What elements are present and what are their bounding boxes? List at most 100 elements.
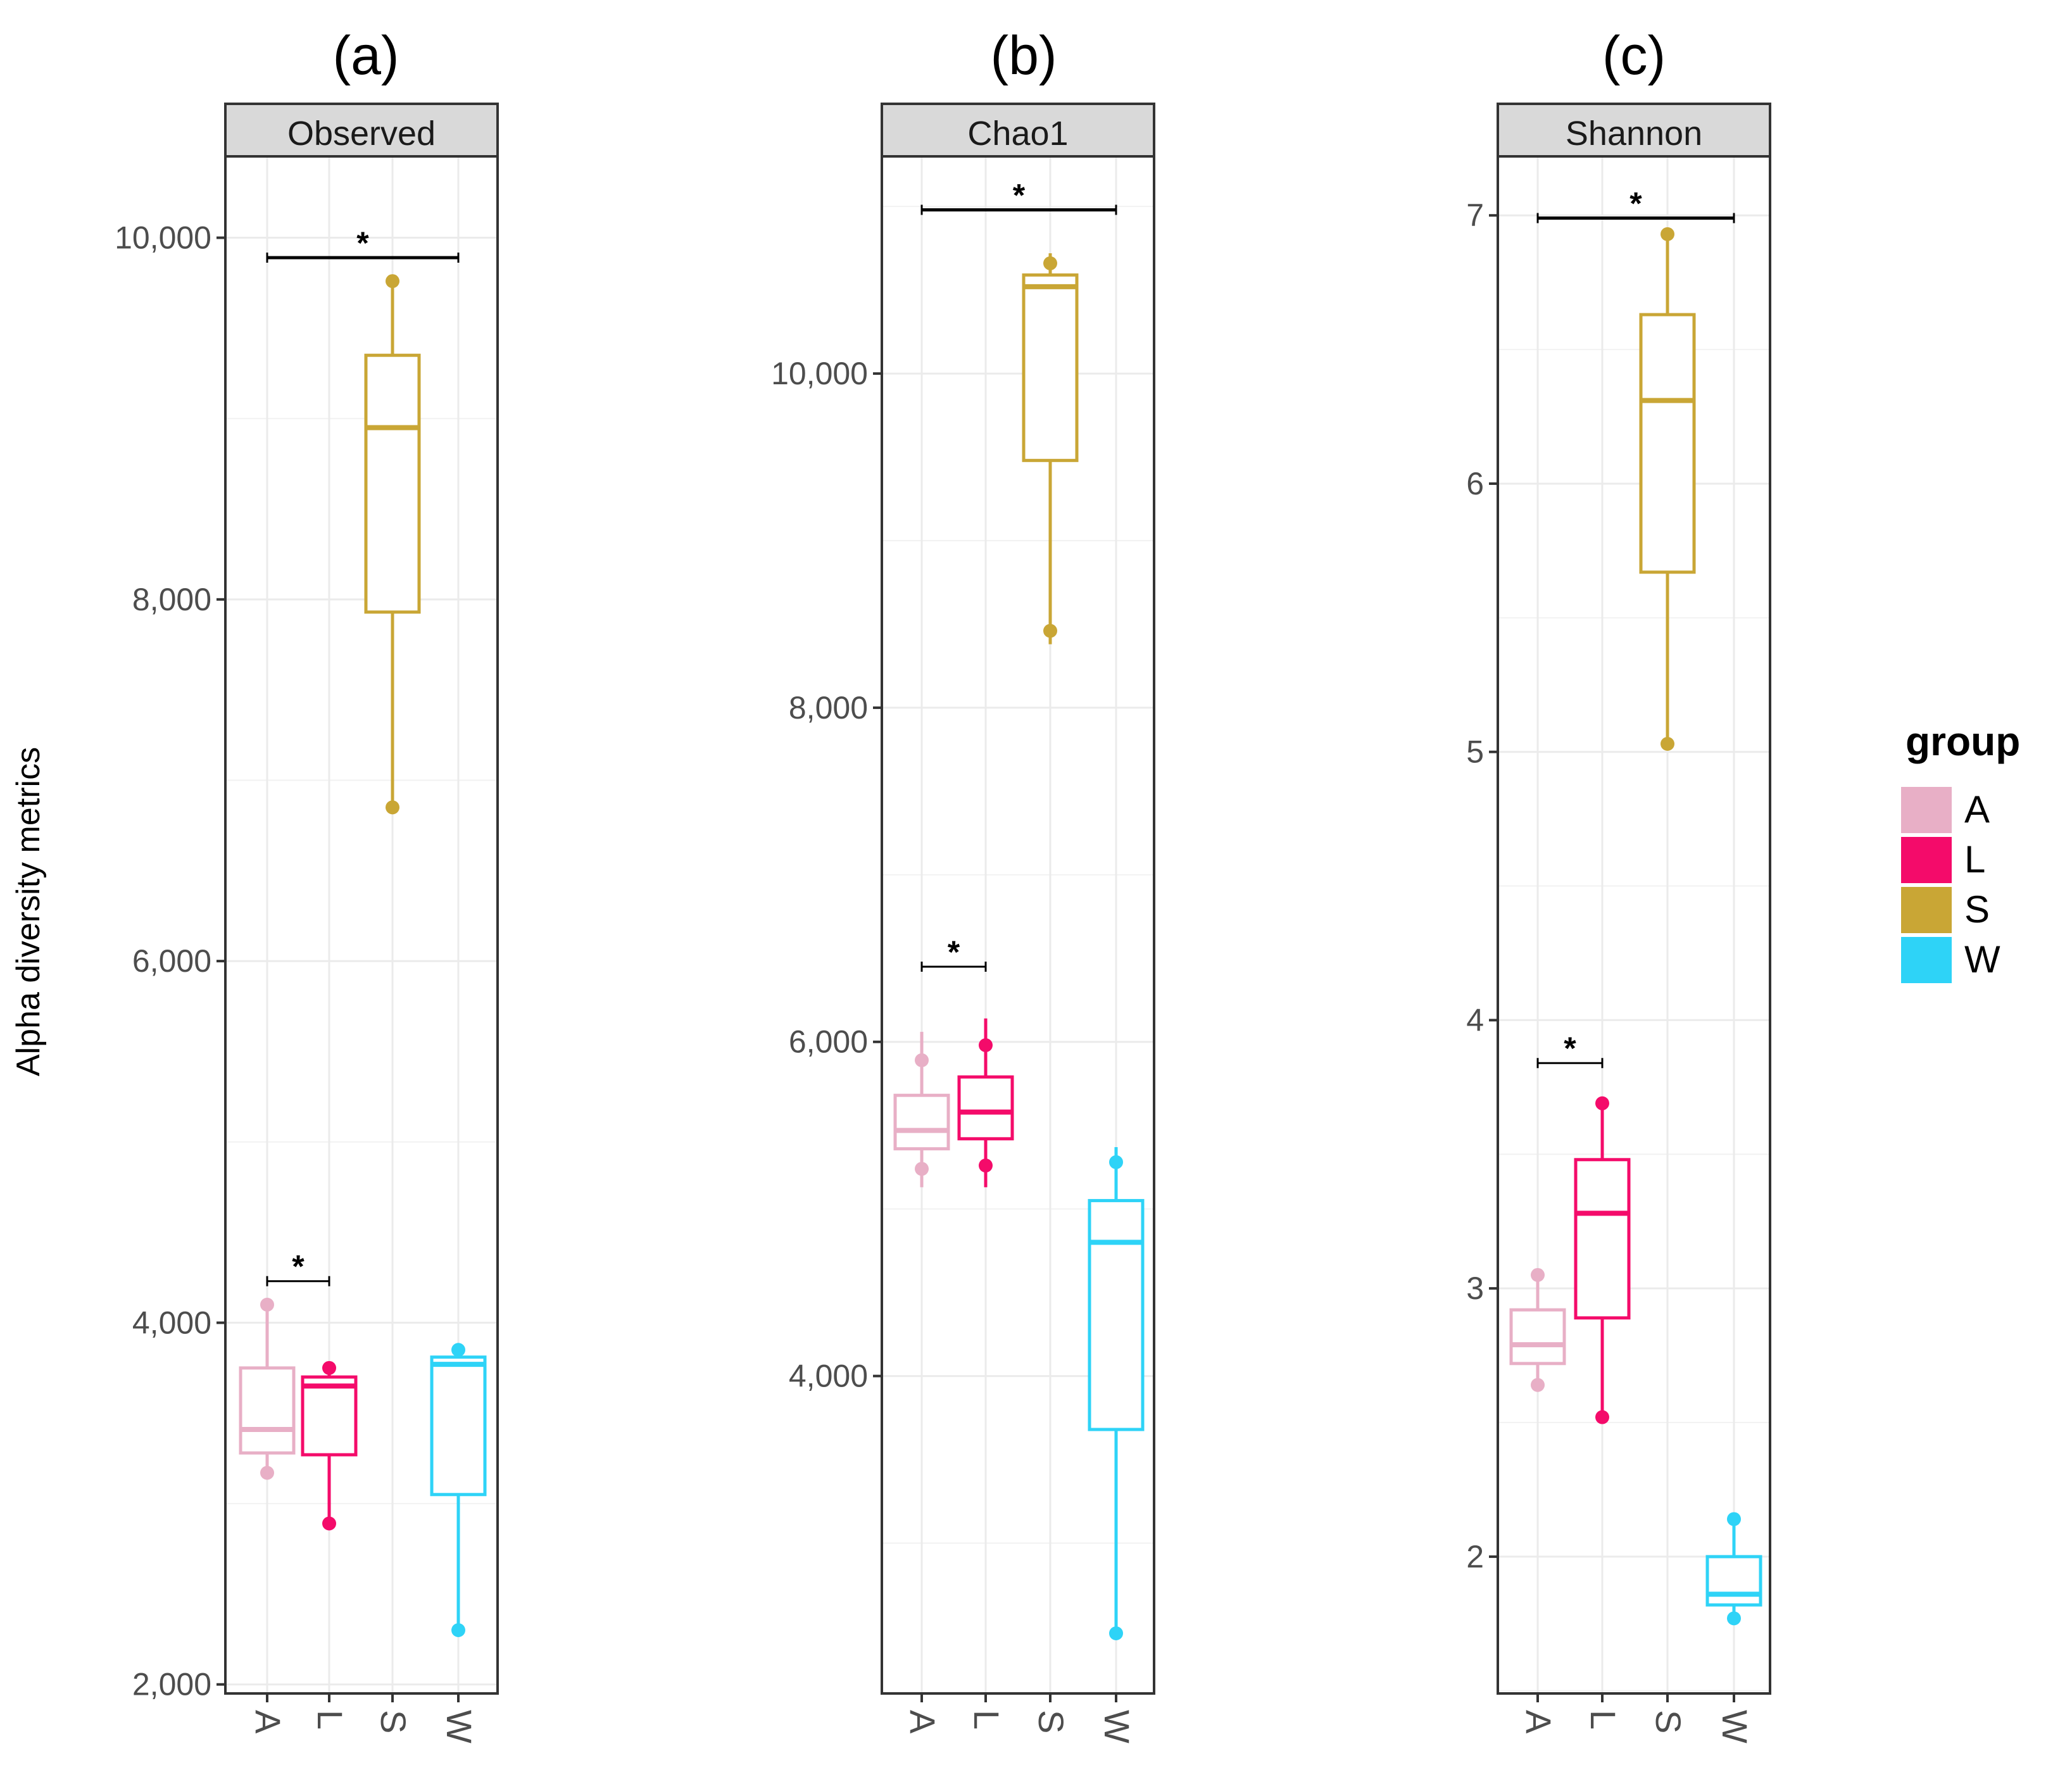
- x-tick-label: L: [310, 1710, 350, 1730]
- x-tick-label: L: [967, 1710, 1007, 1730]
- y-tick-label: 5: [1466, 734, 1484, 770]
- y-tick-label: 2,000: [132, 1667, 211, 1702]
- x-tick-label: S: [374, 1710, 413, 1733]
- y-tick-label: 6: [1466, 466, 1484, 501]
- data-point: [1109, 1155, 1123, 1169]
- box-body: [1639, 313, 1696, 574]
- legend-item-w: W: [1901, 937, 2000, 983]
- box-body: [430, 1355, 487, 1497]
- strip-observed: Observed: [224, 103, 499, 158]
- panel-border: [881, 155, 1155, 1695]
- box-a: [893, 1031, 950, 1188]
- data-point: [1043, 256, 1057, 270]
- panel-chao1: (b) Chao1 * * 4,000 6,000 8,000 10,000 A L S W: [771, 25, 1155, 1743]
- data-point: [451, 1623, 465, 1638]
- data-point: [1043, 624, 1057, 638]
- box-body: [1705, 1555, 1762, 1607]
- box-body: [1509, 1308, 1566, 1366]
- x-tick-label: A: [1519, 1710, 1559, 1734]
- legend-swatch-s: [1901, 887, 1952, 933]
- y-tick-label: 3: [1466, 1271, 1484, 1306]
- data-point: [979, 1159, 993, 1173]
- legend-item-a: A: [1901, 787, 1990, 833]
- data-point: [1109, 1626, 1123, 1640]
- data-point: [979, 1038, 993, 1053]
- y-tick-label: 7: [1466, 198, 1484, 233]
- legend-swatch-a: [1901, 787, 1952, 833]
- box-l: [301, 1360, 358, 1531]
- legend-swatch-w: [1901, 937, 1952, 983]
- x-tick-label: W: [439, 1710, 479, 1743]
- data-point: [915, 1162, 929, 1176]
- data-point: [322, 1360, 336, 1375]
- box-body: [364, 353, 421, 614]
- significance-star: *: [1013, 177, 1026, 213]
- box-l: [957, 1018, 1014, 1188]
- legend-label-a: A: [1964, 788, 1990, 831]
- legend-item-l: L: [1901, 837, 1985, 883]
- box-l: [1574, 1096, 1631, 1424]
- data-point: [1531, 1267, 1545, 1282]
- x-tick-label: A: [248, 1710, 288, 1734]
- plot-background: [882, 156, 1154, 1693]
- strip-chao1: Chao1: [881, 103, 1155, 158]
- data-point: [1595, 1096, 1609, 1110]
- plot-area-observed: * * 2,000 4,000 6,000 8,000 10,000 A L S W: [115, 155, 499, 1743]
- panel-label-a: (a): [332, 25, 399, 86]
- data-point: [1595, 1410, 1609, 1424]
- data-point: [1727, 1512, 1741, 1526]
- panel-title-observed: Observed: [287, 115, 436, 153]
- significance-bracket-narrow: *: [1536, 1031, 1604, 1069]
- strip-shannon: Shannon: [1497, 103, 1771, 158]
- box-w: [1705, 1512, 1762, 1626]
- panel-label-b: (b): [990, 25, 1057, 86]
- x-tick-label: A: [903, 1710, 943, 1734]
- x-tick-label: S: [1031, 1710, 1071, 1733]
- legend-label-w: W: [1964, 938, 2000, 981]
- significance-bracket-wide: *: [920, 177, 1117, 215]
- box-a: [1509, 1267, 1566, 1392]
- box-s: [1639, 227, 1696, 751]
- box-s: [364, 274, 421, 815]
- y-tick-label: 10,000: [115, 220, 211, 256]
- strip-background: [224, 103, 499, 158]
- legend-label-l: L: [1964, 838, 1985, 881]
- y-tick-label: 8,000: [789, 690, 868, 725]
- data-point: [386, 274, 399, 289]
- data-point: [1727, 1611, 1741, 1626]
- legend-title: group: [1906, 719, 2020, 764]
- box-body: [1022, 273, 1079, 462]
- significance-star: *: [1629, 185, 1642, 221]
- significance-star: *: [292, 1249, 305, 1284]
- data-point: [322, 1516, 336, 1531]
- legend-item-s: S: [1901, 887, 1990, 933]
- significance-bracket-wide: *: [1536, 185, 1735, 223]
- data-point: [1531, 1378, 1545, 1392]
- data-point: [1661, 736, 1674, 751]
- y-tick-label: 10,000: [771, 356, 868, 391]
- box-w: [1088, 1147, 1145, 1640]
- y-tick-label: 6,000: [789, 1024, 868, 1060]
- data-point: [260, 1297, 274, 1312]
- box-body: [301, 1375, 358, 1457]
- data-point: [1661, 227, 1674, 241]
- y-tick-label: 4,000: [132, 1305, 211, 1340]
- significance-star: *: [1564, 1031, 1576, 1066]
- plot-background: [1498, 156, 1770, 1693]
- box-a: [239, 1297, 296, 1480]
- y-tick-label: 2: [1466, 1539, 1484, 1574]
- y-tick-label: 4,000: [789, 1359, 868, 1394]
- panel-border: [224, 155, 499, 1695]
- box-body: [893, 1093, 950, 1151]
- panel-title-chao1: Chao1: [967, 115, 1068, 153]
- legend: group A L S W: [1901, 719, 2020, 983]
- legend-label-s: S: [1964, 888, 1990, 931]
- x-tick-label: W: [1097, 1710, 1137, 1743]
- data-point: [260, 1466, 274, 1480]
- data-point: [386, 800, 399, 815]
- plot-area-chao1: * * 4,000 6,000 8,000 10,000 A L S W: [771, 155, 1155, 1743]
- x-tick-label: L: [1583, 1710, 1623, 1730]
- x-tick-label: S: [1648, 1710, 1688, 1733]
- legend-swatch-l: [1901, 837, 1952, 883]
